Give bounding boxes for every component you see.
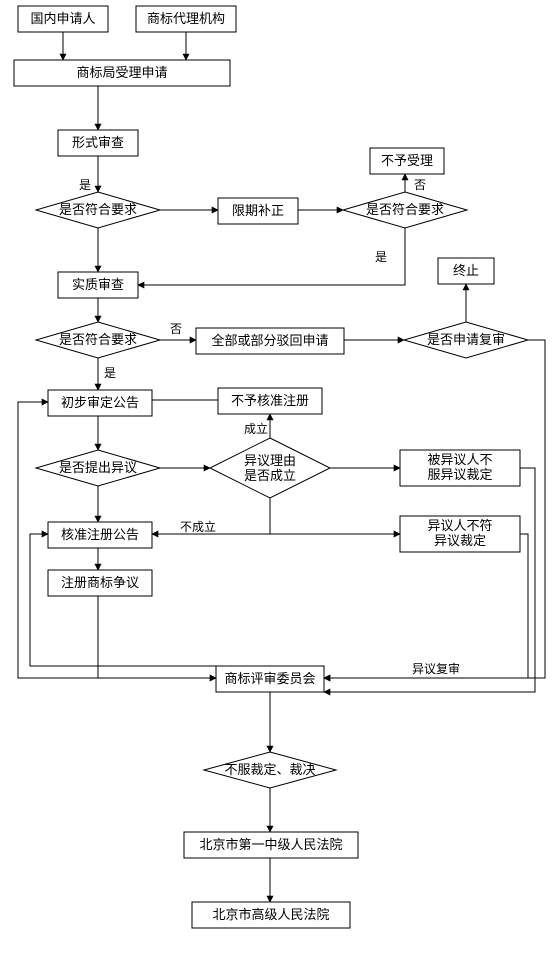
edge xyxy=(324,340,545,678)
l_yes3: 是 xyxy=(104,366,116,380)
svg-text:不予受理: 不予受理 xyxy=(381,153,433,168)
svg-text:异议人不符: 异议人不符 xyxy=(427,518,492,533)
svg-text:被异议人不: 被异议人不 xyxy=(427,452,492,467)
svg-text:是否符合要求: 是否符合要求 xyxy=(59,332,137,347)
n_req2: 是否符合要求 xyxy=(343,192,467,228)
l_chengli: 成立 xyxy=(244,421,268,436)
flowchart: 国内申请人商标代理机构商标局受理申请形式审查是否符合要求限期补正是否符合要求不予… xyxy=(0,0,557,961)
svg-text:北京市第一中级人民法院: 北京市第一中级人民法院 xyxy=(199,837,342,852)
l_no2: 否 xyxy=(170,322,182,336)
l_fushen: 异议复审 xyxy=(412,661,460,676)
svg-text:北京市高级人民法院: 北京市高级人民法院 xyxy=(212,907,329,922)
svg-text:异议裁定: 异议裁定 xyxy=(434,533,486,548)
n_req1: 是否符合要求 xyxy=(36,192,160,228)
n_domestic: 国内申请人 xyxy=(18,6,108,32)
n_disagree: 不服裁定、裁决 xyxy=(204,752,336,788)
n_approve: 核准注册公告 xyxy=(48,522,152,548)
svg-text:是否符合要求: 是否符合要求 xyxy=(59,202,137,217)
n_agency: 商标代理机构 xyxy=(136,6,236,32)
n_court1: 北京市第一中级人民法院 xyxy=(184,832,358,858)
svg-text:注册商标争议: 注册商标争议 xyxy=(61,575,139,590)
n_substance: 实质审查 xyxy=(58,272,138,298)
edge xyxy=(30,534,216,666)
n_respondent: 被异议人不服异议裁定 xyxy=(400,450,520,486)
n_prelim: 初步审定公告 xyxy=(48,390,152,416)
n_tmdispute: 注册商标争议 xyxy=(48,570,152,596)
l_buchengli: 不成立 xyxy=(180,519,216,534)
n_terminate: 终止 xyxy=(438,258,494,284)
svg-text:是否成立: 是否成立 xyxy=(244,468,296,483)
n_formal: 形式审查 xyxy=(58,130,138,156)
n_req3: 是否符合要求 xyxy=(36,322,160,358)
svg-text:商标代理机构: 商标代理机构 xyxy=(147,11,225,26)
svg-text:实质审查: 实质审查 xyxy=(72,277,124,292)
svg-text:形式审查: 形式审查 xyxy=(72,135,124,150)
svg-text:不服裁定、裁决: 不服裁定、裁决 xyxy=(224,762,315,777)
svg-text:服异议裁定: 服异议裁定 xyxy=(427,467,492,482)
n_objreason: 异议理由是否成立 xyxy=(210,438,330,498)
svg-text:商标评审委员会: 商标评审委员会 xyxy=(224,671,315,686)
n_noreg: 不予核准注册 xyxy=(218,388,322,414)
l_yes2: 是 xyxy=(375,250,387,264)
n_court2: 北京市高级人民法院 xyxy=(192,902,350,928)
n_accept: 商标局受理申请 xyxy=(14,60,230,86)
svg-text:不予核准注册: 不予核准注册 xyxy=(231,393,309,408)
svg-text:异议理由: 异议理由 xyxy=(244,453,296,468)
n_reject: 全部或部分驳回申请 xyxy=(196,328,344,354)
svg-text:核准注册公告: 核准注册公告 xyxy=(61,527,139,542)
svg-text:限期补正: 限期补正 xyxy=(232,203,284,218)
n_noaccept: 不予受理 xyxy=(370,148,444,174)
svg-text:商标局受理申请: 商标局受理申请 xyxy=(76,65,167,80)
svg-text:终止: 终止 xyxy=(453,263,479,278)
edge xyxy=(324,534,528,678)
n_opposer: 异议人不符异议裁定 xyxy=(400,516,520,552)
n_obj: 是否提出异议 xyxy=(36,450,160,486)
l_yes1: 是 xyxy=(79,178,91,192)
n_review: 是否申请复审 xyxy=(404,322,528,358)
svg-text:全部或部分驳回申请: 全部或部分驳回申请 xyxy=(211,333,328,348)
edge xyxy=(138,228,405,285)
svg-text:是否提出异议: 是否提出异议 xyxy=(59,460,137,475)
svg-text:初步审定公告: 初步审定公告 xyxy=(61,395,139,410)
n_trab: 商标评审委员会 xyxy=(216,666,324,692)
svg-text:是否申请复审: 是否申请复审 xyxy=(427,332,505,347)
svg-text:是否符合要求: 是否符合要求 xyxy=(366,202,444,217)
n_deadline: 限期补正 xyxy=(218,198,298,224)
svg-text:国内申请人: 国内申请人 xyxy=(30,11,95,26)
l_no1: 否 xyxy=(414,178,426,192)
edge xyxy=(324,468,535,692)
